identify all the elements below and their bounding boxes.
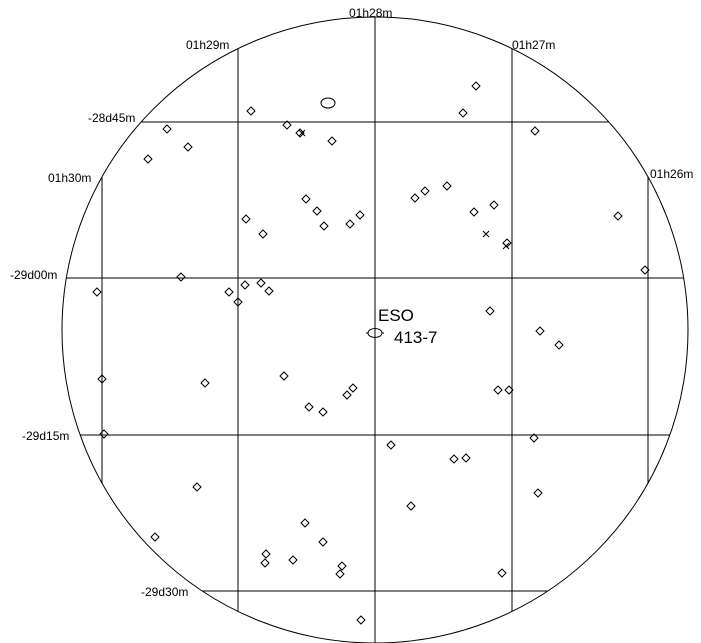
dec-label-29d15m: -29d15m	[22, 429, 69, 443]
object-marker-diamond[interactable]	[265, 287, 273, 295]
ra-label-01h27m: 01h27m	[512, 38, 555, 52]
object-marker-diamond[interactable]	[177, 273, 185, 281]
object-marker-diamond[interactable]	[241, 281, 249, 289]
object-marker-diamond[interactable]	[346, 220, 354, 228]
object-marker-diamond[interactable]	[225, 288, 233, 296]
object-marker-diamond[interactable]	[320, 222, 328, 230]
object-marker-ellipse[interactable]	[321, 98, 335, 108]
object-marker-diamond[interactable]	[498, 569, 506, 577]
object-marker-cross[interactable]	[483, 231, 489, 237]
object-marker-diamond[interactable]	[302, 195, 310, 203]
object-marker-diamond[interactable]	[319, 408, 327, 416]
object-marker-diamond[interactable]	[100, 430, 108, 438]
object-marker-diamond[interactable]	[305, 403, 313, 411]
object-marker-diamond[interactable]	[151, 533, 159, 541]
object-marker-diamond[interactable]	[247, 107, 255, 115]
ra-label-01h28m: 01h28m	[349, 6, 392, 20]
ra-label-01h26m: 01h26m	[650, 167, 693, 181]
object-marker-diamond[interactable]	[349, 384, 357, 392]
object-marker-diamond[interactable]	[242, 215, 250, 223]
object-marker-diamond[interactable]	[338, 562, 346, 570]
object-marker-diamond[interactable]	[387, 441, 395, 449]
object-marker-diamond[interactable]	[357, 616, 365, 624]
object-marker-diamond[interactable]	[486, 307, 494, 315]
object-marker-diamond[interactable]	[421, 187, 429, 195]
object-marker-diamond[interactable]	[184, 143, 192, 151]
object-marker-diamond[interactable]	[470, 208, 478, 216]
object-marker-diamond[interactable]	[289, 556, 297, 564]
object-marker-diamond[interactable]	[328, 137, 336, 145]
object-marker-diamond[interactable]	[193, 483, 201, 491]
object-marker-diamond[interactable]	[336, 570, 344, 578]
object-marker-diamond[interactable]	[462, 454, 470, 462]
object-markers	[93, 82, 649, 624]
object-marker-diamond[interactable]	[144, 155, 152, 163]
object-marker-diamond[interactable]	[296, 129, 304, 137]
dec-label-28d45m: -28d45m	[88, 111, 135, 125]
object-marker-diamond[interactable]	[531, 127, 539, 135]
object-marker-diamond[interactable]	[343, 391, 351, 399]
ra-label-01h30m: 01h30m	[48, 171, 91, 185]
object-marker-diamond[interactable]	[261, 559, 269, 567]
object-marker-diamond[interactable]	[459, 109, 467, 117]
object-marker-diamond[interactable]	[201, 379, 209, 387]
object-marker-diamond[interactable]	[472, 82, 480, 90]
target-label-line1: ESO	[378, 306, 414, 325]
object-marker-diamond[interactable]	[163, 125, 171, 133]
object-marker-diamond[interactable]	[356, 211, 364, 219]
target-label-line2: 413-7	[394, 328, 437, 347]
object-marker-diamond[interactable]	[407, 502, 415, 510]
object-marker-diamond[interactable]	[262, 550, 270, 558]
object-marker-diamond[interactable]	[280, 372, 288, 380]
object-marker-diamond[interactable]	[614, 212, 622, 220]
object-marker-diamond[interactable]	[259, 230, 267, 238]
object-marker-diamond[interactable]	[534, 489, 542, 497]
object-marker-diamond[interactable]	[313, 207, 321, 215]
ra-label-01h29m: 01h29m	[186, 38, 229, 52]
object-marker-diamond[interactable]	[93, 288, 101, 296]
object-marker-diamond[interactable]	[555, 341, 563, 349]
object-marker-diamond[interactable]	[301, 519, 309, 527]
target-galaxy[interactable]: ESO 413-7	[366, 306, 437, 347]
object-marker-diamond[interactable]	[536, 327, 544, 335]
object-marker-diamond[interactable]	[490, 201, 498, 209]
object-marker-diamond[interactable]	[319, 538, 327, 546]
object-marker-diamond[interactable]	[411, 194, 419, 202]
object-marker-diamond[interactable]	[450, 455, 458, 463]
object-marker-diamond[interactable]	[443, 182, 451, 190]
object-marker-diamond[interactable]	[494, 386, 502, 394]
dec-label-29d30m: -29d30m	[141, 585, 188, 599]
dec-label-29d00m: -29d00m	[10, 268, 57, 282]
object-marker-diamond[interactable]	[257, 279, 265, 287]
object-marker-diamond[interactable]	[503, 239, 511, 247]
